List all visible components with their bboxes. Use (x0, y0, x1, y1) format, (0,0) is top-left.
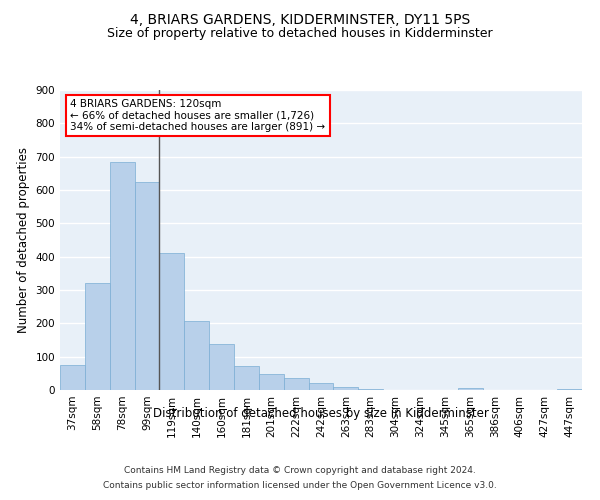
Y-axis label: Number of detached properties: Number of detached properties (17, 147, 30, 333)
Text: Contains public sector information licensed under the Open Government Licence v3: Contains public sector information licen… (103, 481, 497, 490)
Bar (85, 284, 110, 390)
Bar (334, 388, 358, 390)
Bar (209, 344, 234, 390)
Bar (160, 254, 184, 390)
Bar (110, 162, 134, 390)
Text: 4 BRIARS GARDENS: 120sqm
← 66% of detached houses are smaller (1,726)
34% of sem: 4 BRIARS GARDENS: 120sqm ← 66% of detach… (70, 99, 326, 132)
Text: 4, BRIARS GARDENS, KIDDERMINSTER, DY11 5PS: 4, BRIARS GARDENS, KIDDERMINSTER, DY11 5… (130, 12, 470, 26)
Bar (259, 374, 284, 390)
Bar (284, 378, 308, 390)
Bar (308, 382, 334, 390)
Bar (458, 388, 482, 390)
Bar (60, 365, 85, 390)
Bar (134, 182, 160, 390)
Text: Contains HM Land Registry data © Crown copyright and database right 2024.: Contains HM Land Registry data © Crown c… (124, 466, 476, 475)
Bar (184, 321, 209, 390)
Bar (234, 366, 259, 390)
Text: Distribution of detached houses by size in Kidderminster: Distribution of detached houses by size … (153, 408, 489, 420)
Text: Size of property relative to detached houses in Kidderminster: Size of property relative to detached ho… (107, 28, 493, 40)
